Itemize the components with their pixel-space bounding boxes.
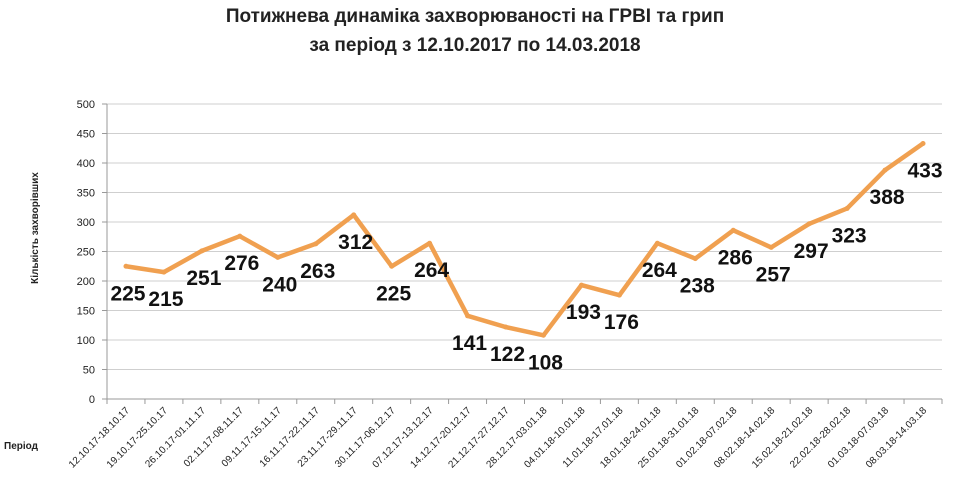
grid-layer (107, 103, 942, 400)
data-point (692, 256, 698, 262)
data-label: 238 (680, 275, 715, 298)
data-label: 323 (832, 224, 867, 247)
series-line (123, 141, 926, 338)
data-label: 193 (566, 301, 601, 324)
y-tick-label: 450 (77, 129, 95, 141)
data-point (503, 324, 509, 330)
data-label: 215 (148, 288, 183, 311)
chart-title-line-1: Потижнева динаміка захворюваності на ГРВ… (226, 6, 724, 27)
y-tick-label: 100 (77, 335, 95, 347)
chart-title-line-2: за період з 12.10.2017 по 14.03.2018 (309, 35, 640, 56)
y-tick-label: 300 (77, 217, 95, 229)
data-label: 388 (870, 186, 905, 209)
data-label: 251 (186, 267, 221, 290)
data-label: 297 (794, 240, 829, 263)
x-axis-label: Період (4, 441, 39, 452)
data-label: 176 (604, 311, 639, 334)
data-point (427, 240, 433, 246)
data-point (465, 313, 471, 319)
data-point (768, 244, 774, 250)
data-label: 263 (300, 260, 335, 283)
data-point (806, 221, 812, 227)
data-label: 286 (718, 246, 753, 269)
data-point (844, 205, 850, 211)
data-point (578, 282, 584, 288)
y-tick-label: 350 (77, 188, 95, 200)
data-point (313, 241, 319, 247)
y-axis-label: Кількість захворівших (30, 172, 41, 284)
y-tick-label: 400 (77, 158, 95, 170)
data-label: 276 (224, 252, 259, 275)
data-point (920, 141, 926, 147)
data-label: 433 (907, 160, 942, 183)
y-tick-label: 50 (83, 365, 95, 377)
data-point (237, 233, 243, 239)
data-point (882, 167, 888, 173)
data-point (351, 212, 357, 218)
data-label: 141 (452, 332, 487, 355)
data-label: 225 (110, 282, 145, 305)
data-point (123, 263, 129, 269)
data-point (199, 248, 205, 254)
data-label: 264 (414, 259, 449, 282)
data-label: 225 (376, 282, 411, 305)
data-label: 108 (528, 351, 563, 374)
y-tick-label: 150 (77, 306, 95, 318)
y-tick-label: 500 (77, 99, 95, 111)
data-label: 240 (262, 273, 297, 296)
data-point (275, 254, 281, 260)
x-tick-label: 12.10.17-18.10.17 (67, 405, 132, 470)
data-point (616, 292, 622, 298)
data-point (654, 240, 660, 246)
data-label: 122 (490, 343, 525, 366)
y-tick-label: 200 (77, 276, 95, 288)
data-label: 257 (756, 263, 791, 286)
y-tick-label: 0 (89, 394, 95, 406)
data-point (389, 263, 395, 269)
data-point (730, 227, 736, 233)
series-layer (123, 141, 926, 338)
data-point (540, 332, 546, 338)
data-label: 312 (338, 231, 373, 254)
data-point (161, 269, 167, 275)
data-label: 264 (642, 259, 677, 282)
y-tick-label: 250 (77, 247, 95, 259)
